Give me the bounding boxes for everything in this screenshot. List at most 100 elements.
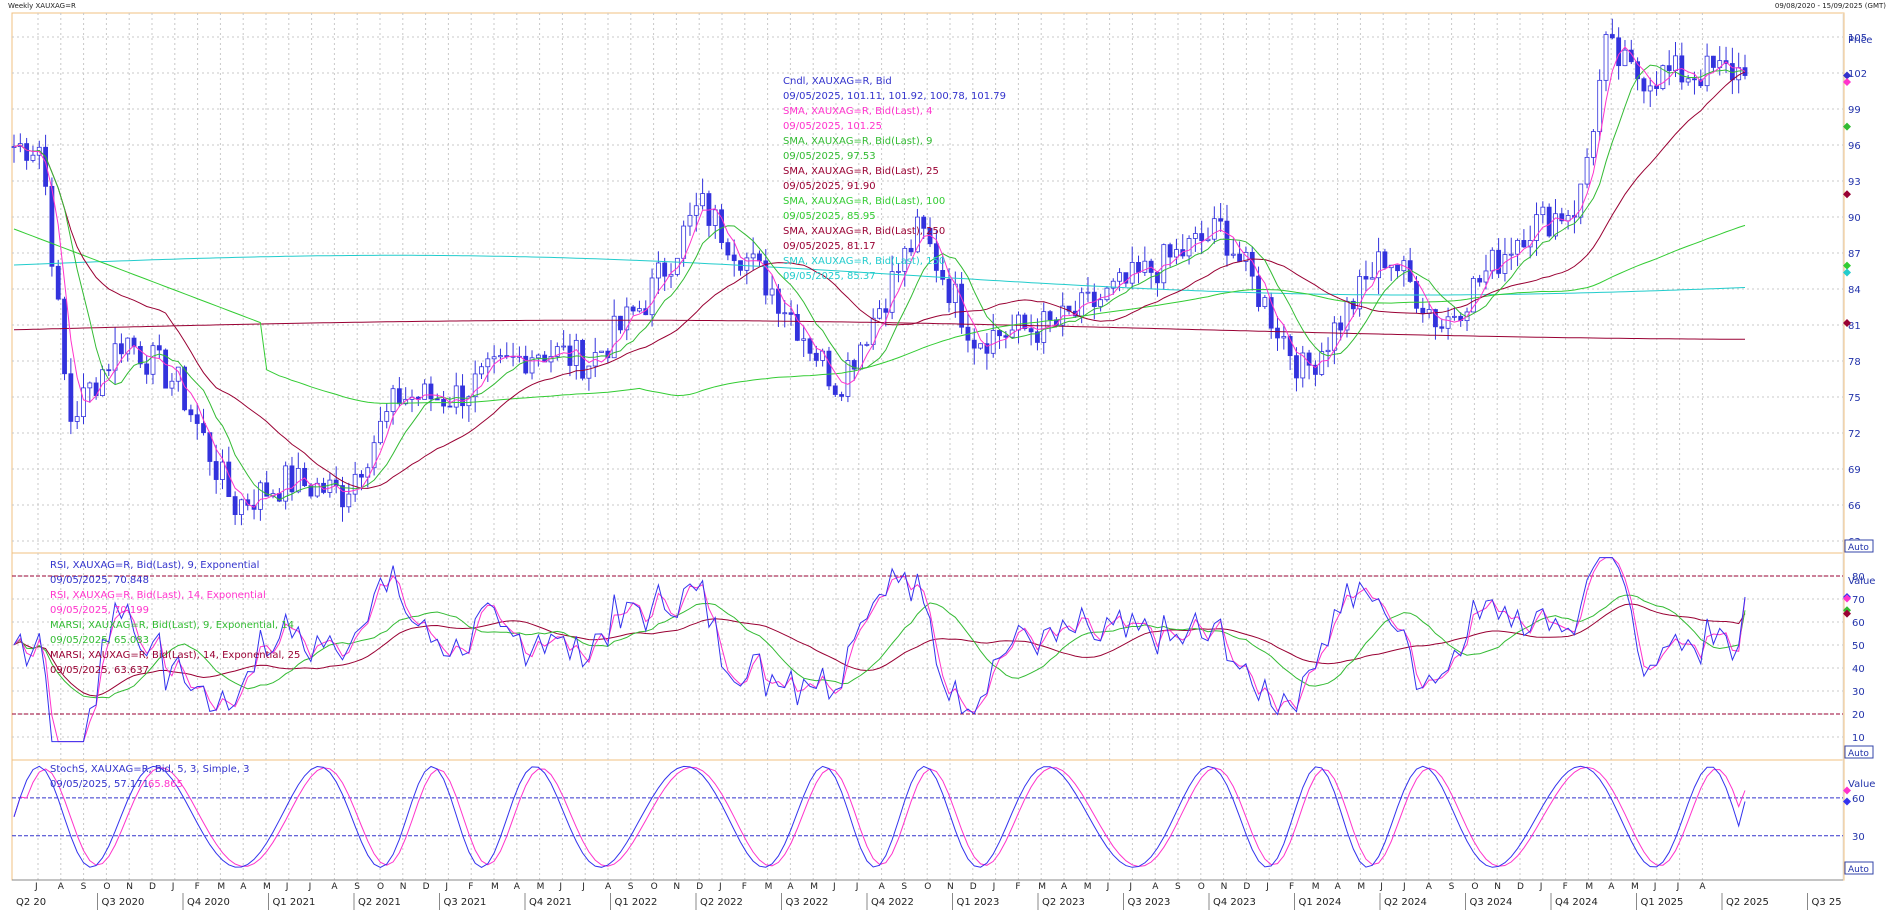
candle-body: [49, 185, 55, 267]
candle-body: [1489, 249, 1495, 272]
rsi-tick-label: 40: [1852, 664, 1865, 675]
candle-body: [1199, 233, 1205, 242]
price-tick-label: 96: [1848, 141, 1861, 152]
month-tick-label: J: [1128, 882, 1132, 892]
candle-body: [453, 385, 459, 408]
month-tick-label: F: [1563, 882, 1568, 892]
candle-body: [902, 247, 908, 272]
month-tick-label: M: [1585, 882, 1593, 892]
candle-body: [295, 467, 301, 493]
candle-body: [150, 345, 156, 375]
month-tick-label: A: [879, 882, 886, 892]
month-tick-label: M: [1312, 882, 1320, 892]
candle-body: [131, 337, 137, 347]
candle-body: [674, 257, 680, 275]
candle-body: [794, 314, 800, 341]
candle-body: [352, 473, 358, 495]
stoch-auto-button[interactable]: [1844, 861, 1874, 875]
stoch-marker: [1843, 786, 1851, 795]
month-tick-label: F: [1289, 882, 1294, 892]
candle-body: [1673, 55, 1678, 71]
candle-body: [877, 308, 882, 319]
candle-body: [611, 315, 617, 359]
candle-body: [1028, 328, 1034, 333]
candle-body: [1237, 253, 1242, 262]
candle-body: [1041, 311, 1047, 343]
legend-line: SMA, XAUXAG=R, Bid(Last), 150: [783, 256, 945, 267]
month-tick-label: J: [34, 882, 38, 892]
candle-body: [137, 346, 143, 365]
candle-body: [498, 355, 503, 358]
candle-body: [940, 270, 946, 280]
stoch-marker: [1843, 797, 1851, 806]
price-auto-button[interactable]: [1844, 539, 1874, 553]
month-tick-label: A: [1608, 882, 1615, 892]
legend-line: 09/05/2025, 70.848: [50, 575, 149, 586]
candle-body: [1578, 183, 1584, 218]
month-tick-label: N: [673, 882, 680, 892]
candle-body: [1698, 79, 1704, 87]
month-tick-label: N: [1221, 882, 1228, 892]
month-tick-label: J: [1402, 882, 1406, 892]
legend-line: RSI, XAUXAG=R, Bid(Last), 14, Exponentia…: [50, 590, 266, 601]
candle-body: [1300, 352, 1306, 379]
candle-body: [1117, 272, 1122, 282]
candle-body: [302, 467, 308, 487]
month-tick-label: O: [1198, 882, 1205, 892]
candle-body: [1439, 326, 1445, 329]
price-tick-label: 102: [1848, 69, 1867, 80]
candle-body: [655, 262, 661, 279]
candle-body: [864, 343, 870, 346]
candle-body: [390, 388, 396, 412]
month-tick-label: F: [1015, 882, 1020, 892]
rsi-tick-label: 80: [1852, 572, 1865, 583]
chart-title: Weekly XAUXAG=R: [8, 2, 76, 10]
quarter-tick-label: Q2 2022: [700, 897, 743, 908]
rsi-auto-button[interactable]: [1844, 745, 1874, 759]
candle-body: [1369, 277, 1375, 280]
price-marker: [1843, 318, 1851, 327]
price-tick-label: 99: [1848, 105, 1861, 116]
rsi-axis-label: Value: [1848, 576, 1875, 587]
sma-4-line: [13, 46, 1746, 508]
candle-body: [1603, 34, 1609, 81]
candle-body: [832, 385, 838, 395]
price-auto-label: Auto: [1848, 543, 1869, 553]
month-tick-label: J: [992, 882, 996, 892]
candle-body: [1287, 336, 1293, 357]
candle-body: [485, 358, 491, 368]
month-tick-label: M: [491, 882, 499, 892]
candle-body: [125, 337, 131, 355]
month-tick-label: O: [651, 882, 658, 892]
legend-line: SMA, XAUXAG=R, Bid(Last), 250: [783, 226, 945, 237]
price-tick-label: 87: [1848, 249, 1861, 260]
stoch-panel-frame: [11, 759, 1845, 881]
month-tick-label: J: [558, 882, 562, 892]
candle-body: [1445, 316, 1451, 329]
legend-line: 09/05/2025, 91.90: [783, 181, 876, 192]
stoch-tick-label: 60: [1852, 794, 1865, 805]
month-tick-label: A: [1426, 882, 1433, 892]
price-tick-label: 66: [1848, 501, 1861, 512]
candle-body: [1553, 213, 1558, 237]
rsi-auto-label: Auto: [1848, 749, 1869, 759]
price-tick-label: 78: [1848, 357, 1861, 368]
month-tick-label: A: [1152, 882, 1159, 892]
candle-body: [1376, 251, 1381, 279]
candle-body: [1174, 249, 1179, 258]
candle-body: [523, 355, 529, 374]
candle-body: [1540, 206, 1546, 216]
candle-body: [586, 365, 592, 379]
candle-body: [378, 420, 383, 444]
quarter-tick-label: Q1 2024: [1299, 897, 1342, 908]
stoch-d-line: [13, 766, 1746, 868]
candle-body: [959, 283, 965, 328]
candle-body: [384, 411, 390, 422]
price-tick-label: 81: [1848, 321, 1861, 332]
candle-body: [81, 387, 86, 418]
candle-body: [567, 345, 573, 366]
candle-body: [340, 485, 345, 508]
rsi-axis: 80 70 60 50 40 30 20 10: [1852, 572, 1865, 744]
candle-body: [915, 216, 920, 253]
